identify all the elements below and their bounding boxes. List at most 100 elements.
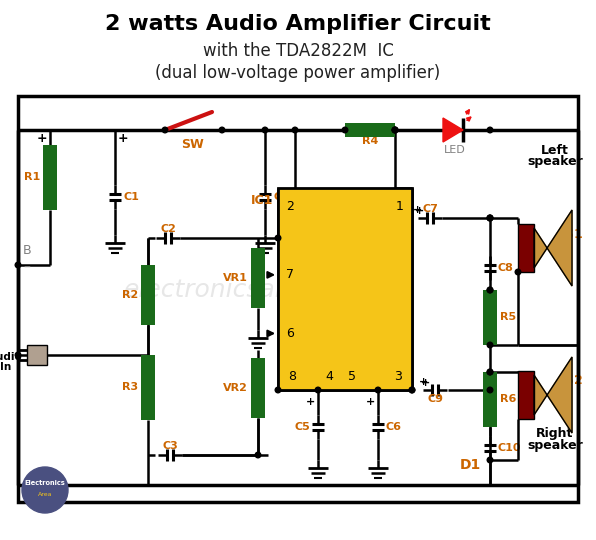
Text: +: +	[118, 132, 129, 145]
Text: R4: R4	[362, 136, 378, 146]
Text: In: In	[1, 362, 12, 372]
Text: +: +	[418, 377, 427, 387]
Circle shape	[275, 235, 281, 241]
Circle shape	[219, 127, 225, 133]
Bar	[27, 345, 47, 365]
Text: Left: Left	[541, 144, 569, 157]
Circle shape	[487, 215, 493, 221]
Text: B: B	[23, 244, 32, 256]
Text: +: +	[37, 132, 47, 145]
Text: LS1: LS1	[558, 227, 583, 240]
Text: VR2: VR2	[223, 383, 248, 393]
Text: 5: 5	[347, 369, 356, 382]
Text: R6: R6	[500, 394, 516, 404]
Text: 8: 8	[288, 369, 296, 382]
Circle shape	[292, 127, 298, 133]
Text: electronicsarea: electronicsarea	[123, 278, 316, 302]
Text: (dual low-voltage power amplifier): (dual low-voltage power amplifier)	[156, 64, 440, 82]
Circle shape	[262, 127, 268, 133]
Circle shape	[487, 215, 493, 221]
Text: speaker: speaker	[527, 156, 583, 168]
Text: C3: C3	[162, 441, 178, 451]
Text: 2 watts Audio Amplifier Circuit: 2 watts Audio Amplifier Circuit	[105, 14, 491, 34]
Circle shape	[375, 387, 381, 393]
Text: C4: C4	[273, 192, 289, 202]
Text: +: +	[366, 397, 375, 407]
Circle shape	[392, 127, 398, 133]
Text: 2: 2	[286, 199, 294, 213]
Bar	[278, 188, 412, 390]
Text: D1: D1	[460, 458, 480, 472]
Text: +: +	[420, 378, 430, 388]
Polygon shape	[443, 118, 463, 142]
Text: VR1: VR1	[223, 273, 248, 283]
Text: 3: 3	[394, 369, 402, 382]
Bar	[345, 123, 395, 137]
Text: Right: Right	[536, 427, 574, 440]
Circle shape	[392, 127, 398, 133]
Circle shape	[487, 287, 493, 293]
Text: Electronics: Electronics	[24, 480, 66, 486]
Polygon shape	[534, 210, 572, 286]
Text: LED: LED	[444, 145, 466, 155]
Text: +: +	[306, 397, 315, 407]
Circle shape	[392, 127, 398, 133]
Circle shape	[275, 387, 281, 393]
Circle shape	[15, 352, 21, 358]
Circle shape	[409, 387, 415, 393]
Text: 1: 1	[396, 199, 404, 213]
Circle shape	[487, 369, 493, 375]
Text: C8: C8	[498, 263, 514, 273]
Text: R2: R2	[122, 290, 138, 300]
Text: +: +	[414, 205, 423, 215]
Text: C2: C2	[160, 224, 176, 234]
Bar	[483, 290, 497, 345]
Bar	[251, 248, 265, 308]
Text: C5: C5	[294, 422, 310, 432]
Bar	[483, 372, 497, 427]
Text: .com: .com	[336, 300, 384, 320]
Circle shape	[15, 262, 21, 268]
Text: SW: SW	[182, 138, 204, 151]
Text: –: –	[23, 261, 30, 275]
Bar	[141, 355, 155, 420]
Circle shape	[487, 287, 493, 293]
Text: C9: C9	[427, 394, 443, 404]
Bar	[141, 265, 155, 325]
Text: C1: C1	[123, 192, 139, 202]
Circle shape	[342, 127, 348, 133]
Circle shape	[487, 127, 493, 133]
Circle shape	[315, 387, 321, 393]
Circle shape	[487, 387, 493, 393]
Circle shape	[487, 369, 493, 375]
Text: C6: C6	[386, 422, 402, 432]
Polygon shape	[534, 357, 572, 433]
Text: 6: 6	[286, 327, 294, 340]
Text: speaker: speaker	[527, 438, 583, 451]
Text: +: +	[415, 206, 424, 216]
Circle shape	[255, 452, 261, 458]
Bar	[43, 145, 57, 210]
Text: LS2: LS2	[558, 375, 583, 388]
Text: Audio: Audio	[0, 352, 23, 362]
Circle shape	[409, 387, 415, 393]
Bar	[251, 358, 265, 418]
Circle shape	[487, 342, 493, 348]
Text: R1: R1	[24, 172, 40, 182]
Text: Area: Area	[38, 492, 52, 497]
Text: with the TDA2822M  IC: with the TDA2822M IC	[203, 42, 393, 60]
Circle shape	[162, 127, 168, 133]
Text: 7: 7	[286, 268, 294, 281]
Circle shape	[487, 215, 493, 221]
Circle shape	[487, 457, 493, 463]
Bar	[518, 371, 534, 419]
Bar	[18, 96, 578, 502]
Circle shape	[22, 467, 68, 513]
Text: C7: C7	[422, 204, 438, 214]
Text: IC1: IC1	[251, 193, 273, 206]
Circle shape	[515, 269, 521, 275]
Text: R5: R5	[500, 312, 516, 322]
Text: C10: C10	[498, 443, 522, 453]
Text: 4: 4	[325, 369, 333, 382]
Bar	[518, 224, 534, 272]
